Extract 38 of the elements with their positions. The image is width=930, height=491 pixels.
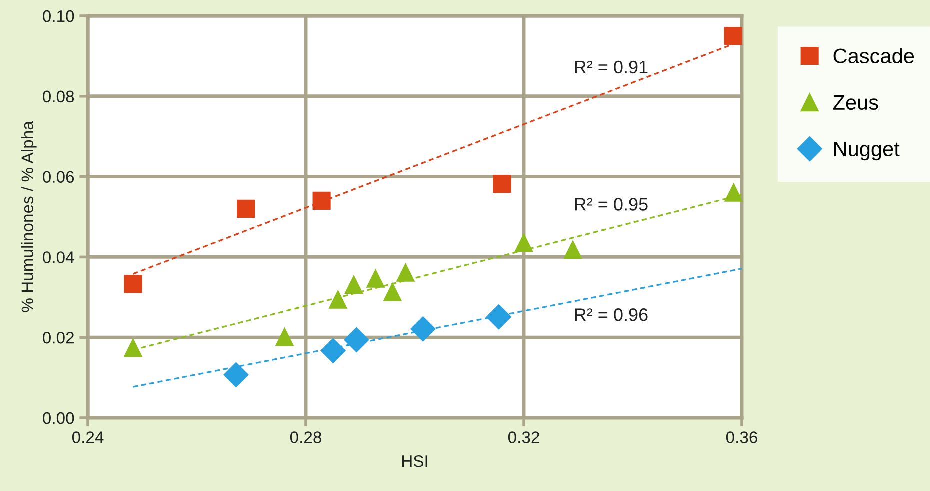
- point: [384, 283, 402, 302]
- legend-label: Cascade: [834, 48, 914, 64]
- point: [124, 275, 142, 294]
- y-tick-label: 0.06: [43, 171, 74, 184]
- annotation: R² = 0.95: [575, 198, 648, 211]
- legend-label: Nugget: [834, 142, 900, 161]
- y-tick-label: 0.02: [43, 332, 74, 344]
- point: [486, 304, 512, 330]
- y-tick-label: 0.08: [43, 90, 74, 103]
- point: [124, 339, 142, 358]
- x-tick-label: 0.24: [72, 432, 104, 444]
- point: [344, 276, 363, 294]
- point: [410, 316, 436, 342]
- x-tick-label: 0.28: [290, 432, 322, 444]
- point: [276, 328, 294, 346]
- y-tick-label: 0.00: [43, 412, 74, 424]
- point: [366, 270, 385, 288]
- point: [224, 362, 249, 388]
- point: [344, 328, 370, 352]
- point: [237, 200, 256, 218]
- annotation: R² = 0.91: [575, 60, 648, 74]
- y-tick-label: 0.04: [43, 252, 74, 264]
- point: [493, 175, 512, 194]
- point: [514, 234, 534, 252]
- y-axis-title: % Humulinones / % Alpha: [21, 121, 37, 312]
- point: [396, 264, 415, 282]
- point: [724, 184, 743, 202]
- point: [320, 338, 346, 364]
- legend-label: Zeus: [833, 95, 878, 110]
- point: [724, 27, 742, 46]
- point: [564, 240, 582, 259]
- x-axis-title: HSI: [402, 456, 428, 468]
- point: [312, 192, 331, 210]
- x-tick-label: 0.32: [508, 432, 540, 444]
- y-tick-label: 0.10: [43, 10, 74, 22]
- annotation: R² = 0.96: [575, 308, 648, 322]
- x-tick-label: 0.36: [726, 432, 758, 444]
- point: [329, 290, 348, 309]
